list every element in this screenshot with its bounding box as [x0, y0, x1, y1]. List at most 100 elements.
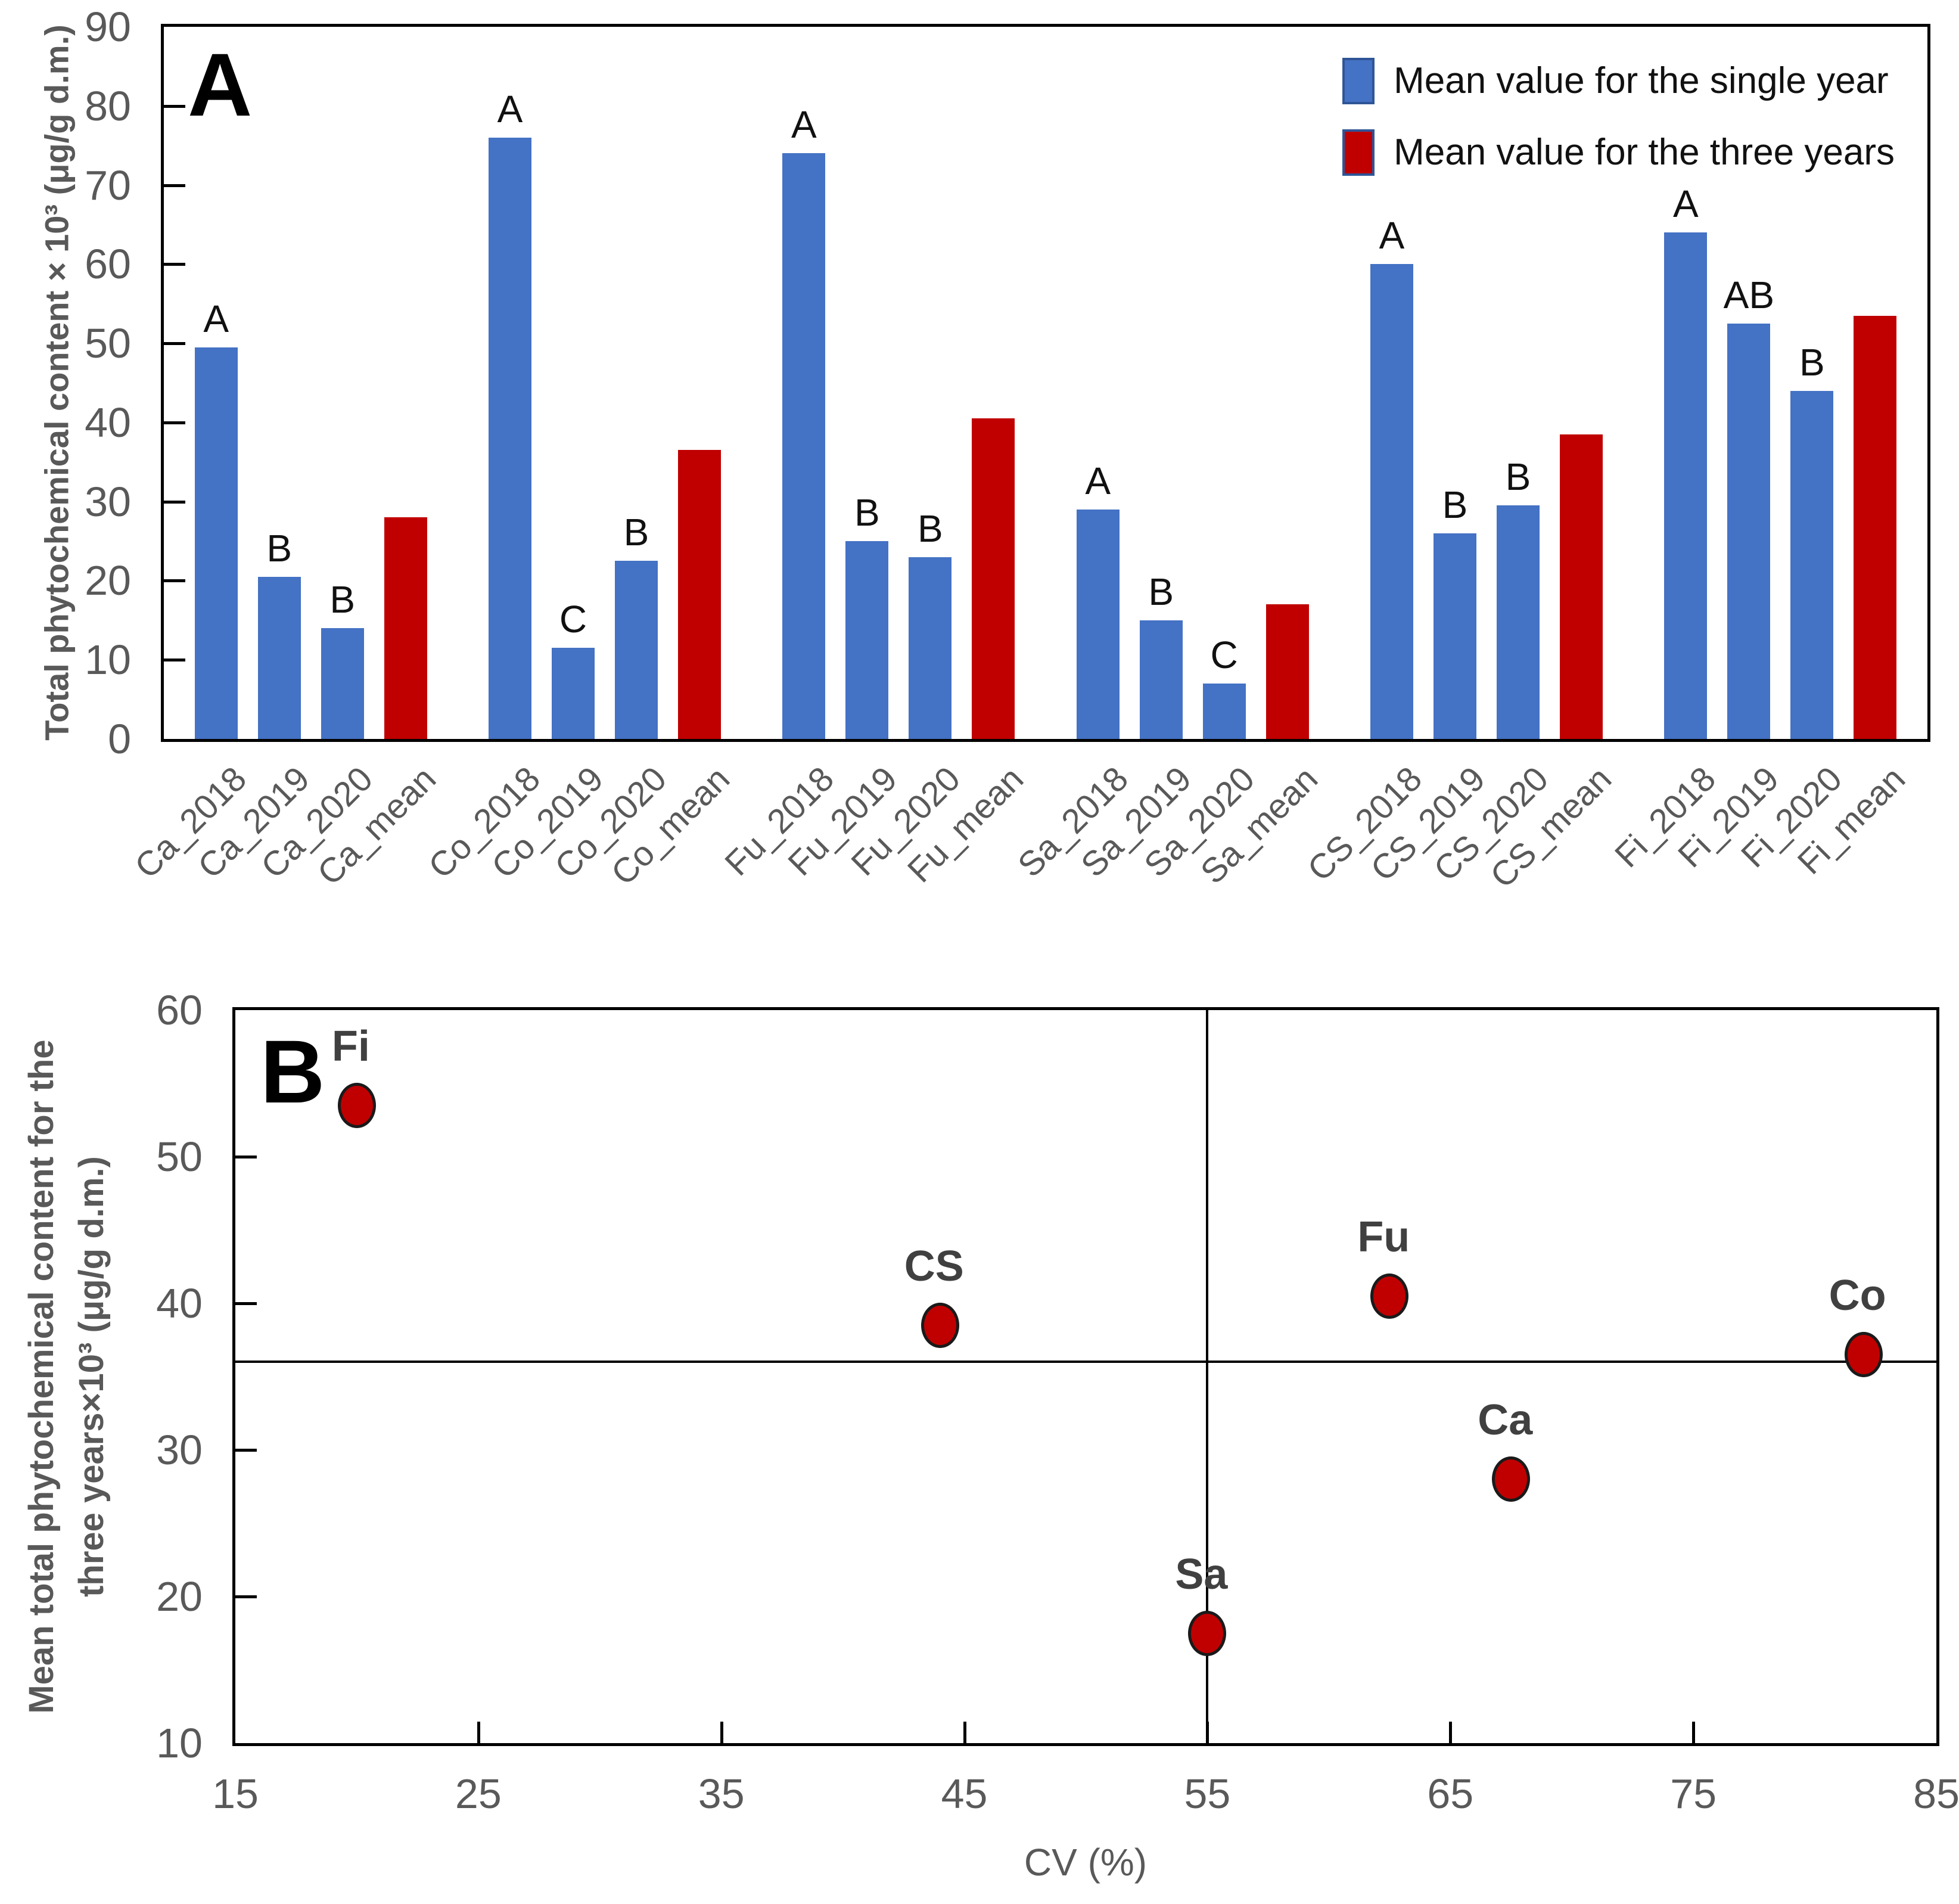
bar-Fi_2019 [1727, 323, 1771, 739]
panel-a-y-tick-label: 40 [85, 399, 131, 446]
panel-a-y-tick [164, 184, 185, 187]
panel-b-y-tick-label: 20 [156, 1573, 203, 1620]
panel-a-y-tick [164, 659, 185, 662]
panel-b-x-tick [720, 1722, 723, 1743]
panel-a-y-tick-label: 90 [85, 4, 131, 50]
panel-b-y-axis-title-line1: Mean total phytochemical content for the [21, 1039, 61, 1714]
bar-Fu_mean [972, 418, 1015, 739]
panel-a-y-tick [164, 263, 185, 266]
significance-letter: B [329, 578, 355, 622]
point-label-CS: CS [904, 1242, 964, 1290]
panel-a-y-tick-label: 10 [85, 636, 131, 684]
panel-b-plot-area: B Fi CS Fu Co Ca Sa [232, 1007, 1939, 1746]
panel-a-legend: Mean value for the single year Mean valu… [1342, 58, 1895, 176]
panel-b-label: B [260, 1021, 325, 1122]
panel-b-x-tick-label: 15 [212, 1771, 259, 1817]
legend-row-single-year: Mean value for the single year [1342, 58, 1895, 104]
point-Co [1844, 1332, 1883, 1378]
legend-label-single-year: Mean value for the single year [1394, 60, 1889, 101]
bar-Ca_mean [384, 517, 427, 739]
panel-b-x-tick [1206, 1722, 1209, 1743]
legend-row-three-years: Mean value for the three years [1342, 129, 1895, 176]
panel-a-label: A [188, 35, 253, 135]
panel-b-x-tick-label: 45 [941, 1771, 988, 1817]
legend-swatch-single-year-icon [1342, 58, 1375, 104]
point-label-Fi: Fi [331, 1022, 370, 1070]
significance-letter: A [497, 87, 523, 131]
significance-letter: C [559, 598, 587, 641]
bar-Co_mean [678, 450, 721, 739]
bar-Co_2018 [489, 137, 531, 739]
bar-Sa_2018 [1076, 509, 1120, 739]
panel-b-y-tick [235, 1595, 257, 1598]
panel-a-y-tick-label: 80 [85, 82, 131, 129]
bar-Ca_2019 [257, 576, 301, 739]
significance-letter: B [623, 511, 649, 554]
significance-letter: B [1505, 455, 1531, 499]
bar-Fi_mean [1854, 315, 1897, 739]
significance-letter: A [1085, 459, 1111, 502]
bar-Fu_2019 [845, 541, 889, 739]
legend-label-three-years: Mean value for the three years [1394, 132, 1895, 173]
panel-b-y-tick-label: 60 [156, 987, 203, 1033]
significance-letter: B [266, 526, 292, 570]
bar-CS_2019 [1434, 533, 1476, 739]
bar-CS_2018 [1370, 264, 1413, 739]
panel-a-y-tick [164, 421, 185, 424]
significance-letter: B [1148, 570, 1174, 613]
significance-letter: B [917, 507, 943, 550]
panel-b-x-tick-label: 65 [1427, 1771, 1474, 1817]
bar-Sa_mean [1265, 604, 1309, 739]
panel-b-y-tick-label: 10 [156, 1720, 203, 1766]
legend-swatch-three-years-icon [1342, 129, 1375, 176]
panel-b-x-tick-label: 25 [455, 1771, 502, 1817]
significance-letter: A [203, 297, 229, 340]
bar-Ca_2020 [321, 628, 364, 739]
point-Fi [337, 1082, 376, 1128]
panel-b-y-tick-label: 50 [156, 1133, 203, 1180]
panel-a-y-tick [164, 104, 185, 108]
panel-a-y-tick-label: 30 [85, 478, 131, 525]
point-label-Sa: Sa [1175, 1550, 1228, 1598]
bar-Fi_2020 [1790, 390, 1834, 739]
panel-b-x-tick [963, 1722, 966, 1743]
point-Sa [1188, 1610, 1227, 1656]
panel-b-x-tick [477, 1722, 480, 1743]
panel-b-x-tick-label: 75 [1670, 1771, 1717, 1817]
panel-b-x-tick [1449, 1722, 1453, 1743]
panel-b-y-tick [235, 1302, 257, 1305]
point-label-Co: Co [1829, 1272, 1886, 1320]
panel-a-plot-area: A Mean value for the single year Mean va… [161, 24, 1930, 742]
bar-Fu_2018 [782, 153, 826, 739]
bar-Ca_2018 [194, 347, 238, 739]
panel-a-y-tick [164, 579, 185, 583]
significance-letter: B [854, 491, 880, 535]
bar-Fi_2018 [1664, 232, 1708, 739]
panel-a-y-tick [164, 342, 185, 346]
significance-letter: A [791, 103, 817, 147]
significance-letter: B [1442, 483, 1468, 526]
bar-Sa_2019 [1139, 620, 1183, 739]
panel-a-y-tick-label: 50 [85, 320, 131, 367]
bar-Sa_2020 [1202, 684, 1246, 739]
panel-a-y-tick-label: 70 [85, 161, 131, 209]
panel-b-x-tick-label: 55 [1184, 1771, 1231, 1817]
bar-Fu_2020 [909, 557, 952, 739]
significance-letter: B [1799, 340, 1825, 384]
panel-a-y-tick [164, 500, 185, 504]
point-Fu [1370, 1273, 1409, 1319]
point-label-Ca: Ca [1478, 1396, 1533, 1445]
panel-b-x-tick-label: 85 [1913, 1771, 1959, 1817]
bar-CS_2020 [1497, 505, 1540, 739]
panel-b-y-tick [235, 1156, 257, 1158]
panel-a-y-axis-title: Total phytochemical content × 10³ (μg/g … [38, 24, 76, 741]
panel-a-y-tick-label: 60 [85, 241, 131, 288]
point-CS [921, 1302, 959, 1348]
panel-b-y-tick [235, 1449, 257, 1452]
panel-a-y-tick-label: 0 [108, 716, 131, 762]
reference-line-horizontal [235, 1361, 1936, 1363]
panel-b-x-tick-label: 35 [698, 1771, 745, 1817]
panel-b-x-axis-title: CV (%) [1024, 1841, 1148, 1884]
bar-Co_2019 [552, 648, 595, 739]
